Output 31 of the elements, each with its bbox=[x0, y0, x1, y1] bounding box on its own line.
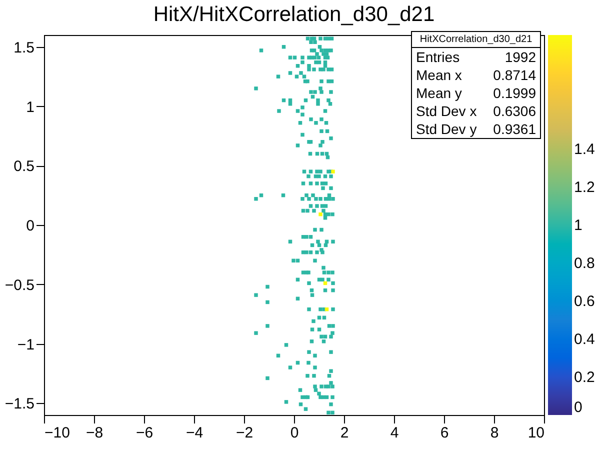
stats-box: HitXCorrelation_d30_d21 Entries 1992 Mean x 0.8714 Mean y 0.1999 Std Dev x 0.6306 Std Dev y 0.9361 bbox=[411, 31, 541, 139]
x-tick-label: −10 bbox=[44, 424, 70, 442]
x-tick-label: −2 bbox=[236, 424, 254, 442]
y-tick-label: −1 bbox=[17, 336, 34, 354]
color-bar-label: 0.8 bbox=[574, 255, 595, 272]
x-tick-label: −6 bbox=[136, 424, 154, 442]
y-tick-label: 1.5 bbox=[14, 39, 34, 56]
y-tick-label: 0 bbox=[26, 218, 34, 234]
x-tick-label: 6 bbox=[440, 424, 449, 442]
y-tick-label: −1.5 bbox=[4, 396, 34, 413]
annotation: HitXCorrelation_d30_d21 bbox=[412, 32, 540, 48]
y-tick-label: 1 bbox=[26, 98, 34, 116]
color-bar-label: 0.2 bbox=[574, 369, 595, 386]
y-tick-label: 0.5 bbox=[14, 158, 34, 176]
color-bar-label: 0.6 bbox=[574, 293, 595, 310]
color-bar-label: 1 bbox=[574, 217, 582, 234]
x-tick-label: 0 bbox=[290, 424, 299, 442]
color-bar-label: 0.4 bbox=[574, 331, 595, 348]
color-bar-label: 0 bbox=[574, 399, 582, 416]
color-bar-label: 1.4 bbox=[574, 141, 595, 158]
annotation: Std Dev x 0.6306 bbox=[416, 103, 536, 119]
chart-title: HitX/HitXCorrelation_d30_d21 bbox=[153, 3, 435, 26]
color-bar-label: 1.2 bbox=[574, 179, 595, 196]
annotation: Std Dev y 0.9361 bbox=[416, 121, 536, 137]
x-tick-label: −8 bbox=[86, 424, 104, 442]
y-tick-label: −0.5 bbox=[4, 276, 34, 294]
x-tick-label: 2 bbox=[340, 424, 349, 442]
x-tick-label: 10 bbox=[528, 424, 544, 442]
x-tick-label: 4 bbox=[390, 424, 399, 442]
x-tick-label: −4 bbox=[186, 424, 204, 442]
x-tick-label: 8 bbox=[490, 424, 499, 442]
